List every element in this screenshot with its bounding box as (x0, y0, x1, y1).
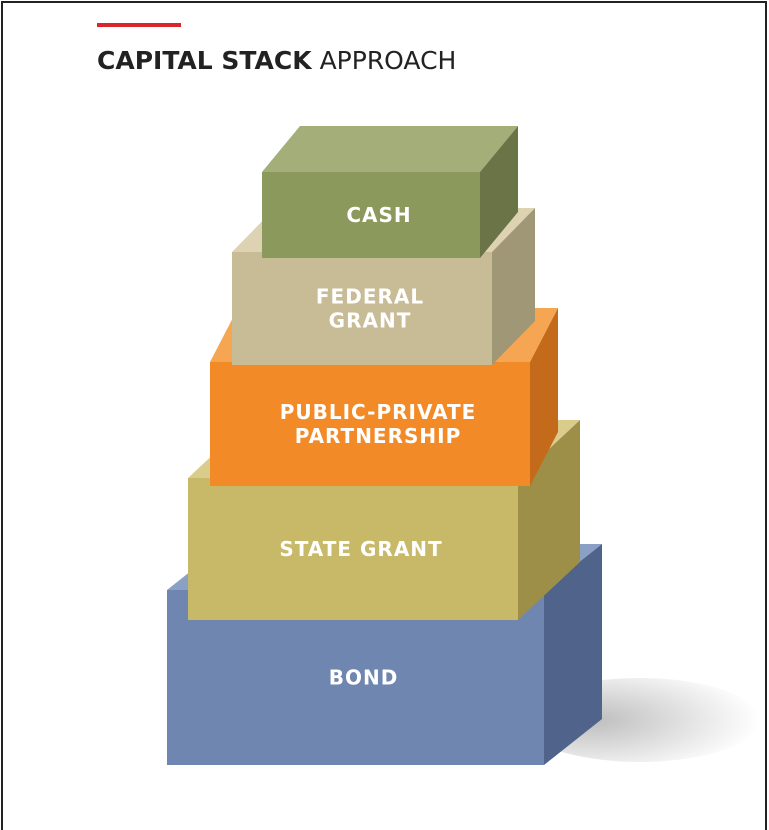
block-label: PUBLIC-PRIVATE (280, 400, 477, 424)
block-side (492, 208, 535, 365)
stack: BOND STATE GRANT PUBLIC-PRIVATEPARTNERSHIP… (167, 126, 602, 765)
block-label: GRANT (329, 309, 412, 333)
title-bold: CAPITAL STACK (97, 46, 313, 75)
block-label: STATE GRANT (279, 537, 442, 561)
block-label: PARTNERSHIP (295, 424, 462, 448)
block-top (262, 126, 518, 172)
title: CAPITAL STACK APPROACH (97, 46, 456, 75)
block-side (530, 308, 558, 486)
block-front (188, 478, 518, 620)
block-front (232, 252, 492, 365)
block-label: BOND (329, 666, 399, 690)
accent-bar (97, 23, 181, 27)
block-label: CASH (346, 203, 411, 227)
block-side (480, 126, 518, 258)
block: CASH (262, 126, 518, 258)
block-front (262, 172, 480, 258)
block-front (210, 362, 530, 486)
block-label: FEDERAL (316, 285, 424, 309)
title-regular: APPROACH (320, 46, 457, 75)
block-side (544, 544, 602, 765)
